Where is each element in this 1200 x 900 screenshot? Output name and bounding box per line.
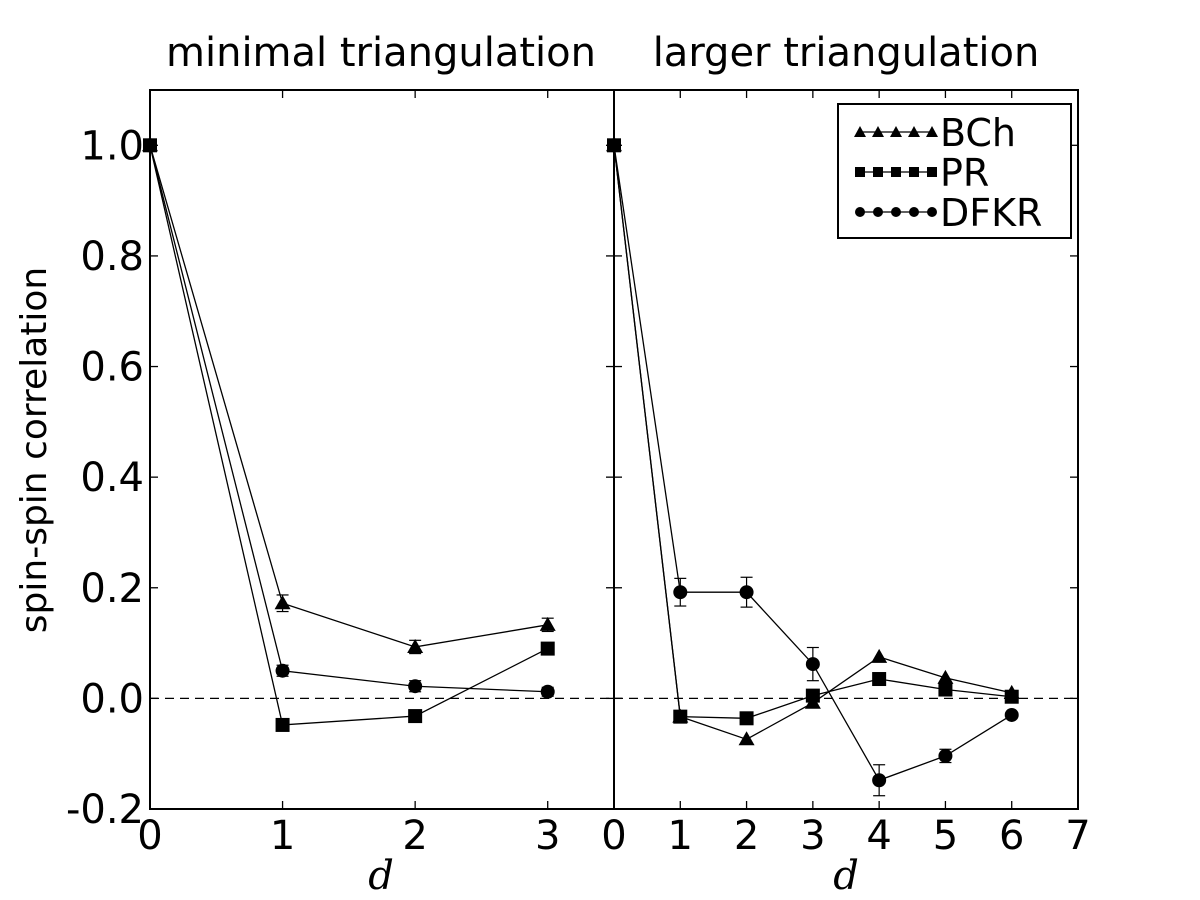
data-point [872, 773, 887, 788]
series-line [149, 145, 548, 648]
x-axis-label-right: d [833, 853, 859, 899]
data-point [540, 641, 555, 656]
data-point [1004, 707, 1019, 722]
y-tick-label: 1.0 [80, 123, 144, 169]
y-tick-label: 0.4 [80, 455, 144, 501]
y-tick-label: 0.6 [80, 345, 144, 391]
plot-frame [613, 89, 1079, 810]
x-tick-label: 3 [800, 813, 825, 859]
x-tick-label: 4 [866, 813, 891, 859]
x-axis-label-left: d [368, 853, 394, 899]
data-point [408, 679, 423, 694]
panel-title-left: minimal triangulation [166, 30, 596, 76]
x-tick-label: 2 [734, 813, 759, 859]
y-tick-label: -0.2 [66, 787, 144, 833]
x-tick-label: 0 [601, 813, 626, 859]
series-line [149, 145, 548, 693]
y-tick-label: 0.8 [80, 234, 144, 280]
x-tick-label: 5 [933, 813, 958, 859]
data-point [1004, 689, 1019, 704]
legend-marker [873, 167, 883, 177]
legend-marker [873, 207, 883, 217]
data-point [539, 616, 556, 631]
y-tick-label: 0.0 [80, 676, 144, 722]
legend-marker [909, 167, 919, 177]
y-axis-label: spin-spin correlation [14, 267, 55, 633]
series-line [149, 145, 549, 726]
legend-marker [855, 167, 865, 177]
data-point [938, 682, 953, 697]
data-point [805, 688, 820, 703]
x-tick-label: 6 [999, 813, 1024, 859]
legend-marker [927, 207, 937, 217]
legend-marker [926, 126, 938, 137]
x-tick-label: 1 [270, 813, 295, 859]
series-bch [142, 137, 556, 655]
data-point [739, 585, 754, 600]
data-point [274, 595, 291, 610]
legend-marker [872, 126, 884, 137]
legend-label: PR [940, 151, 989, 195]
data-point [275, 663, 290, 678]
data-point [673, 585, 688, 600]
data-point [738, 731, 755, 746]
legend-entry-pr: PR [855, 151, 989, 195]
series-dfkr [143, 138, 555, 699]
data-point [872, 672, 887, 687]
x-tick-label: 2 [402, 813, 427, 859]
x-tick-label: 3 [535, 813, 560, 859]
legend-marker [854, 126, 866, 137]
series-pr [143, 138, 555, 732]
data-point [871, 648, 888, 663]
plot-area: 0 1 2 3 -0.2 0.0 0.2 0.4 0.6 0.8 1.0 [66, 89, 615, 859]
legend-marker [891, 207, 901, 217]
data-point [540, 684, 555, 699]
y-tick-label: 0.2 [80, 566, 144, 612]
x-tick-label: 7 [1065, 813, 1090, 859]
data-point [805, 657, 820, 672]
legend-entry-dfkr: DFKR [855, 191, 1042, 235]
legend-marker [908, 126, 920, 137]
legend-marker [890, 126, 902, 137]
data-point [673, 709, 688, 724]
panel-minimal-triangulation: 0 1 2 3 -0.2 0.0 0.2 0.4 0.6 0.8 1.0 [66, 89, 615, 859]
data-point [408, 709, 423, 724]
x-tick-label: 0 [137, 813, 162, 859]
legend-marker [909, 207, 919, 217]
data-point [407, 638, 424, 653]
legend-label: DFKR [940, 191, 1042, 235]
legend-marker [927, 167, 937, 177]
legend-marker [855, 207, 865, 217]
series-dfkr [607, 138, 1019, 797]
legend-label: BCh [940, 111, 1016, 155]
data-point [275, 717, 290, 732]
x-tick-label: 1 [668, 813, 693, 859]
data-point [739, 711, 754, 726]
data-point [938, 748, 953, 763]
legend-marker [891, 167, 901, 177]
legend-entry-bch: BCh [854, 111, 1016, 155]
data-point [937, 669, 954, 684]
panel-title-right: larger triangulation [653, 30, 1040, 76]
